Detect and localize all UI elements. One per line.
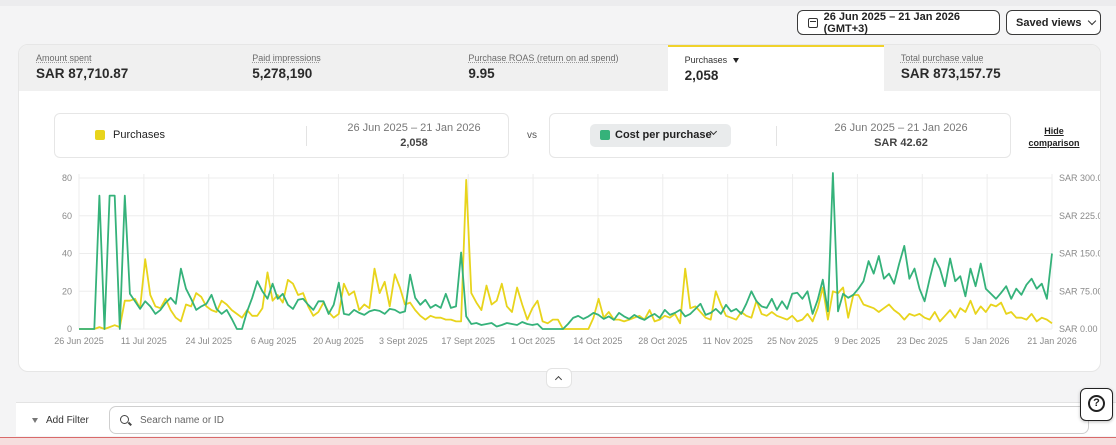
y-left-tick-label: 60 bbox=[62, 211, 72, 221]
metric-label: Purchase ROAS (return on ad spend) bbox=[468, 53, 619, 63]
metric-value: 5,278,190 bbox=[252, 66, 313, 81]
comparison-metric-select[interactable]: Cost per purchase bbox=[590, 124, 731, 147]
metric-label: Purchases bbox=[685, 55, 884, 65]
x-tick-label: 28 Oct 2025 bbox=[638, 336, 687, 346]
collapse-chart-button[interactable] bbox=[546, 368, 572, 388]
y-left-tick-label: 40 bbox=[62, 249, 72, 259]
y-left-tick-label: 0 bbox=[67, 324, 72, 334]
comparison-date-range: 26 Jun 2025 – 21 Jan 2026 bbox=[834, 122, 968, 134]
x-tick-label: 17 Sept 2025 bbox=[441, 336, 495, 346]
metric-tab-amount-spent[interactable]: Amount spent SAR 87,710.87 bbox=[19, 45, 235, 91]
legend-swatch-cost-per-purchase bbox=[600, 130, 610, 140]
x-tick-label: 21 Jan 2026 bbox=[1027, 336, 1077, 346]
x-tick-label: 14 Oct 2025 bbox=[573, 336, 622, 346]
x-tick-label: 23 Dec 2025 bbox=[897, 336, 948, 346]
legend-name-purchases: Purchases bbox=[113, 129, 165, 141]
y-right-tick-label: SAR 150.00 bbox=[1059, 249, 1101, 259]
line-chart: 0 20 40 60 80 SAR 0.00 SAR 75.00 SAR 150.00 SAR … bbox=[54, 172, 1101, 346]
x-tick-label: 1 Oct 2025 bbox=[511, 336, 555, 346]
x-tick-label: 11 Jul 2025 bbox=[121, 336, 167, 346]
add-filter-button[interactable]: Add Filter bbox=[32, 415, 89, 426]
x-tick-label: 25 Nov 2025 bbox=[767, 336, 818, 346]
performance-card: Amount spent SAR 87,710.87 Paid impressi… bbox=[18, 44, 1101, 372]
metric-tab-paid-impressions[interactable]: Paid impressions 5,278,190 bbox=[235, 45, 451, 91]
metric-tab-purchases[interactable]: Purchases 2,058 bbox=[667, 45, 884, 92]
metric-label-text: Purchases bbox=[684, 55, 728, 65]
y-right-tick-label: SAR 0.00 bbox=[1059, 324, 1098, 334]
series-line-purchases bbox=[79, 178, 1053, 330]
y-left-tick-label: 20 bbox=[62, 286, 72, 296]
legend-name-cost-per-purchase: Cost per purchase bbox=[615, 129, 712, 141]
filter-icon bbox=[32, 418, 38, 423]
x-tick-label: 6 Aug 2025 bbox=[251, 336, 297, 346]
hide-comparison-line1: Hide bbox=[1044, 126, 1064, 136]
metric-tab-purchase-roas[interactable]: Purchase ROAS (return on ad spend) 9.95 bbox=[451, 45, 667, 91]
comparison-left: Purchases 26 Jun 2025 – 21 Jan 2026 2,05… bbox=[54, 113, 509, 158]
x-tick-label: 20 Aug 2025 bbox=[313, 336, 364, 346]
bottom-banner-edge bbox=[0, 437, 1116, 445]
saved-views-label: Saved views bbox=[1016, 16, 1082, 29]
help-icon: ? bbox=[1088, 395, 1105, 412]
add-filter-label: Add Filter bbox=[46, 415, 89, 426]
date-range-picker[interactable]: 26 Jun 2025 – 21 Jan 2026 (GMT+3) bbox=[797, 10, 1000, 35]
legend-swatch-purchases bbox=[95, 130, 105, 140]
divider bbox=[776, 126, 777, 146]
help-button[interactable]: ? bbox=[1080, 388, 1113, 421]
metric-tab-total-purchase-value[interactable]: Total purchase value SAR 873,157.75 bbox=[884, 45, 1100, 91]
comparison-total: 2,058 bbox=[400, 137, 428, 149]
comparison-total: SAR 42.62 bbox=[874, 137, 928, 149]
dropdown-caret-icon[interactable] bbox=[733, 58, 740, 64]
search-input[interactable] bbox=[140, 412, 1040, 428]
metric-value: 9.95 bbox=[468, 66, 495, 81]
comparison-date-range: 26 Jun 2025 – 21 Jan 2026 bbox=[347, 122, 481, 134]
metric-label: Total purchase value bbox=[900, 53, 984, 63]
x-tick-label: 5 Jan 2026 bbox=[965, 336, 1010, 346]
y-right-tick-label: SAR 300.00 bbox=[1059, 173, 1101, 183]
series-line-cost-per-purchase bbox=[79, 172, 1053, 330]
comparison-right: Cost per purchase 26 Jun 2025 – 21 Jan 2… bbox=[549, 113, 1011, 158]
hide-comparison-link[interactable]: Hide comparison bbox=[1023, 125, 1085, 149]
date-range-label: 26 Jun 2025 – 21 Jan 2026 (GMT+3) bbox=[823, 10, 961, 35]
search-box[interactable] bbox=[109, 406, 1089, 434]
vs-label: vs bbox=[527, 130, 537, 141]
y-left-tick-label: 80 bbox=[62, 173, 72, 183]
metric-label: Paid impressions bbox=[252, 53, 321, 63]
chevron-down-icon bbox=[1088, 16, 1097, 26]
metric-value: SAR 87,710.87 bbox=[36, 66, 129, 81]
x-tick-label: 11 Nov 2025 bbox=[702, 336, 752, 346]
filter-bar: Add Filter bbox=[16, 402, 1116, 436]
metric-value: SAR 873,157.75 bbox=[900, 66, 1001, 81]
chevron-up-icon bbox=[554, 375, 563, 384]
x-tick-label: 3 Sept 2025 bbox=[379, 336, 428, 346]
metric-value: 2,058 bbox=[684, 68, 719, 83]
top-divider bbox=[0, 0, 1116, 6]
saved-views-button[interactable]: Saved views bbox=[1006, 10, 1101, 35]
divider bbox=[306, 126, 307, 146]
search-icon bbox=[120, 415, 129, 424]
x-tick-label: 26 Jun 2025 bbox=[54, 336, 104, 346]
metric-tabs: Amount spent SAR 87,710.87 Paid impressi… bbox=[19, 45, 1100, 92]
y-right-tick-label: SAR 225.00 bbox=[1059, 211, 1101, 221]
calendar-icon bbox=[808, 17, 818, 28]
x-tick-label: 9 Dec 2025 bbox=[834, 336, 880, 346]
hide-comparison-line2: comparison bbox=[1028, 138, 1080, 148]
metric-label: Amount spent bbox=[36, 53, 92, 63]
x-tick-label: 24 Jul 2025 bbox=[185, 336, 232, 346]
y-right-tick-label: SAR 75.00 bbox=[1059, 286, 1101, 296]
